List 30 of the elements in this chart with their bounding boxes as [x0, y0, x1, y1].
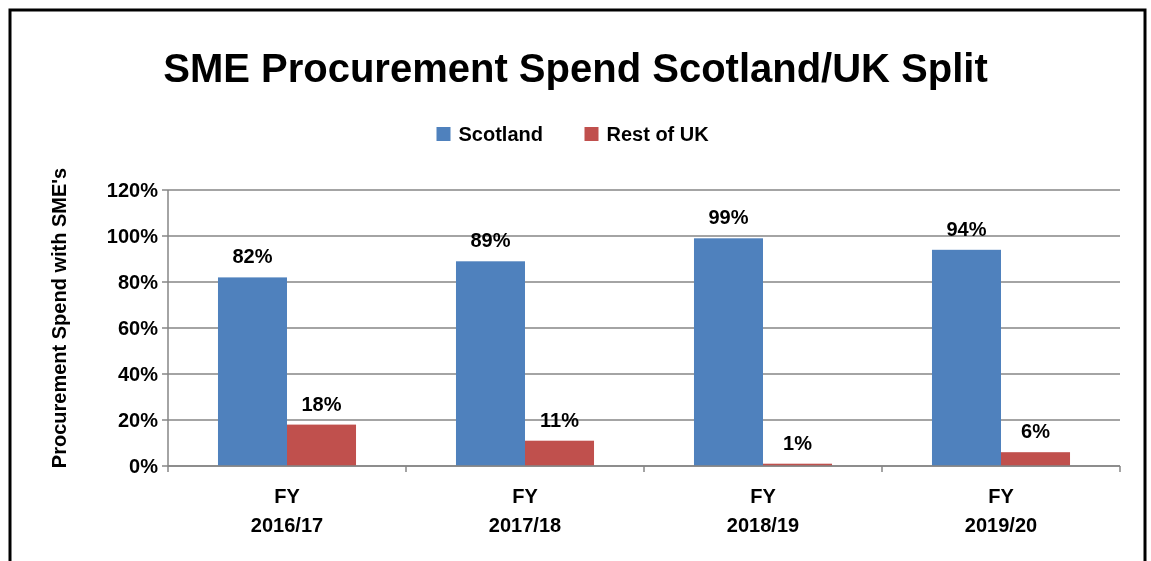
y-axis-title: Procurement Spend with SME's: [48, 167, 70, 469]
bar: [287, 424, 357, 466]
bar: [1001, 452, 1071, 466]
data-label: 89%: [470, 229, 511, 252]
data-label: 82%: [232, 245, 273, 268]
bar: [931, 249, 1001, 466]
bar: [455, 261, 525, 466]
x-tick-label: FY 2019/20: [964, 485, 1038, 536]
bar: [693, 238, 763, 466]
data-label: 99%: [708, 206, 749, 229]
x-tick-label: FY 2018/19: [726, 485, 800, 536]
y-tick-label: 20%: [117, 409, 159, 431]
y-tick-label: 80%: [117, 271, 159, 293]
x-tick-label: FY 2017/18: [488, 485, 562, 536]
data-label: 11%: [540, 408, 580, 431]
data-label: 94%: [946, 217, 987, 240]
y-tick-label: 60%: [117, 317, 159, 339]
data-label: 6%: [1021, 420, 1051, 443]
data-label: 18%: [301, 392, 342, 415]
y-tick-label: 40%: [117, 363, 159, 385]
y-tick-label: 100%: [106, 225, 159, 247]
bar: [525, 440, 595, 466]
legend-label: Scotland: [458, 123, 543, 145]
chart-title: SME Procurement Spend Scotland/UK Split: [163, 46, 988, 90]
y-tick-label: 120%: [106, 179, 159, 201]
data-label: 1%: [783, 431, 813, 454]
legend-label: Rest of UK: [606, 123, 710, 145]
x-tick-label: FY 2016/17: [250, 485, 324, 536]
bar: [217, 277, 287, 466]
y-tick-label: 0%: [129, 455, 159, 477]
